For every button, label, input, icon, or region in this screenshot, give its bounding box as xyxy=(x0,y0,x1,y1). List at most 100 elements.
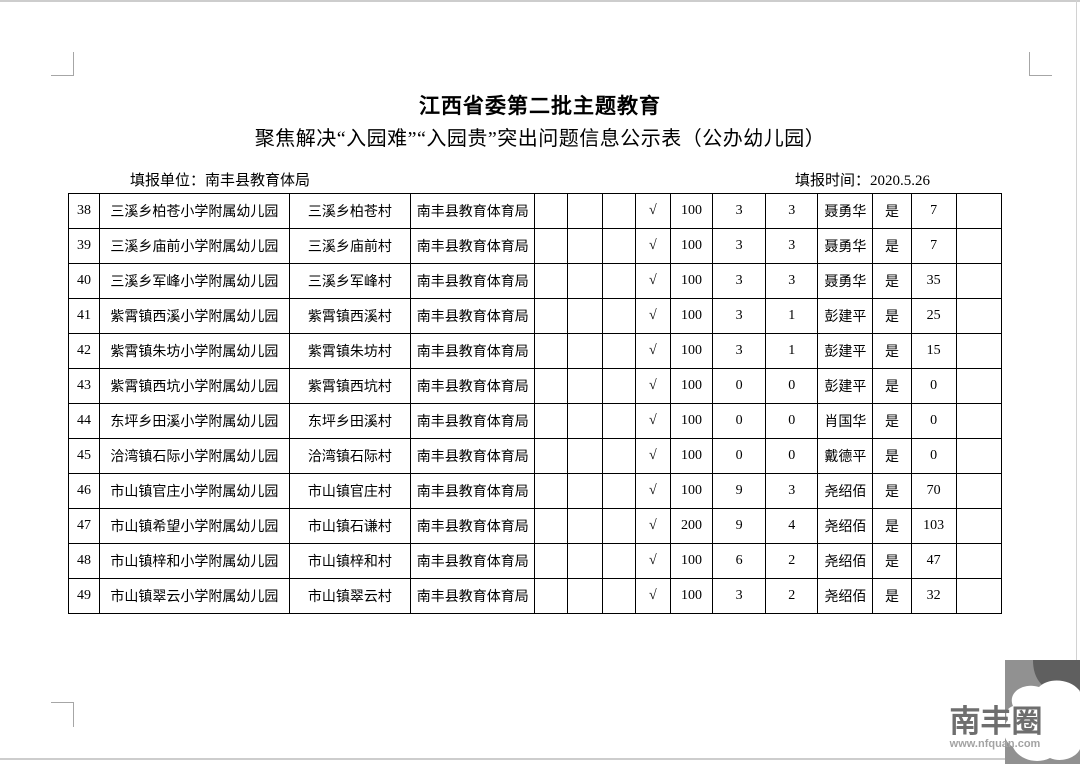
watermark-white-blob xyxy=(1003,680,1080,761)
cell-village: 市山镇梓和村 xyxy=(288,543,412,579)
cell-contact: 尧绍佰 xyxy=(817,543,874,579)
cell-empty xyxy=(955,298,1003,334)
cell-empty xyxy=(955,263,1003,299)
cell-children-count: 103 xyxy=(910,508,957,544)
cell-children-count: 35 xyxy=(910,263,957,299)
cell-empty xyxy=(601,298,636,334)
cell-empty xyxy=(534,298,568,334)
table-row: 40 三溪乡军峰小学附属幼儿园 三溪乡军峰村 南丰县教育体育局 √ 100 3 3 聂勇华是 35 xyxy=(67,263,1003,299)
cell-empty xyxy=(566,403,603,439)
cell-empty xyxy=(566,438,603,474)
cell-kindergarten-name: 市山镇希望小学附属幼儿园 xyxy=(99,508,290,544)
document-subtitle: 聚焦解决“入园难”“入园贵”突出问题信息公示表（公办幼儿园） xyxy=(254,128,826,150)
cell-empty xyxy=(534,368,568,404)
cell-village: 市山镇翠云村 xyxy=(288,578,412,614)
cell-empty xyxy=(534,508,568,544)
cell-empty xyxy=(534,193,568,229)
cell-row-number: 42 xyxy=(67,333,101,369)
cell-authority: 南丰县教育体育局 xyxy=(410,508,536,544)
cell-kindergarten-name: 紫霄镇西坑小学附属幼儿园 xyxy=(99,368,290,404)
cell-children-count: 0 xyxy=(910,403,957,439)
cell-is-public: 是 xyxy=(872,578,912,614)
cell-is-public: 是 xyxy=(872,543,912,579)
cell-authority: 南丰县教育体育局 xyxy=(410,473,536,509)
cell-row-number: 48 xyxy=(67,543,101,579)
cell-fee: 100 xyxy=(669,263,714,299)
cell-empty xyxy=(601,578,636,614)
cell-empty xyxy=(955,473,1003,509)
scrollbar-track[interactable] xyxy=(1076,0,1077,764)
cell-classes: 9 xyxy=(711,508,767,544)
margin-crop-mark-top-left xyxy=(51,52,74,76)
cell-empty xyxy=(955,403,1003,439)
margin-crop-mark-bottom-left xyxy=(51,702,74,727)
cell-classes: 3 xyxy=(711,193,767,229)
cell-empty xyxy=(955,508,1003,544)
cell-is-public: 是 xyxy=(872,193,912,229)
cell-contact: 彭建平 xyxy=(817,368,874,404)
cell-is-public: 是 xyxy=(872,228,912,264)
cell-classes: 3 xyxy=(711,263,767,299)
cell-classes: 6 xyxy=(711,543,767,579)
cell-empty xyxy=(534,333,568,369)
cell-village: 紫霄镇西溪村 xyxy=(288,298,412,334)
table-row: 44 东坪乡田溪小学附属幼儿园 东坪乡田溪村 南丰县教育体育局 √ 100 0 0 肖国华是 0 xyxy=(67,403,1003,439)
cell-empty xyxy=(955,543,1003,579)
cell-empty xyxy=(601,368,636,404)
cell-empty xyxy=(534,228,568,264)
cell-is-public: 是 xyxy=(872,508,912,544)
cell-is-public: 是 xyxy=(872,263,912,299)
cell-empty xyxy=(601,438,636,474)
cell-authority: 南丰县教育体育局 xyxy=(410,193,536,229)
cell-fee: 100 xyxy=(669,333,714,369)
cell-children-count: 0 xyxy=(910,368,957,404)
cell-empty xyxy=(566,578,603,614)
cell-authority: 南丰县教育体育局 xyxy=(410,263,536,299)
cell-empty xyxy=(955,193,1003,229)
cell-children-count: 0 xyxy=(910,438,957,474)
cell-empty xyxy=(566,193,603,229)
cell-children-count: 47 xyxy=(910,543,957,579)
cell-checkmark: √ xyxy=(634,263,671,299)
cell-empty xyxy=(534,403,568,439)
cell-empty xyxy=(955,438,1003,474)
cell-row-number: 46 xyxy=(67,473,101,509)
cell-checkmark: √ xyxy=(634,543,671,579)
cell-row-number: 47 xyxy=(67,508,101,544)
cell-contact: 尧绍佰 xyxy=(817,508,874,544)
watermark-logo: 南丰圈 www.nfquan.com xyxy=(949,660,1080,764)
table-row: 43 紫霄镇西坑小学附属幼儿园 紫霄镇西坑村 南丰县教育体育局 √ 100 0 0 彭建平是 0 xyxy=(67,368,1003,404)
cell-row-number: 39 xyxy=(67,228,101,264)
cell-contact: 彭建平 xyxy=(817,298,874,334)
cell-checkmark: √ xyxy=(634,368,671,404)
cell-row-number: 41 xyxy=(67,298,101,334)
cell-checkmark: √ xyxy=(634,193,671,229)
cell-contact: 聂勇华 xyxy=(817,193,874,229)
cell-village: 三溪乡庙前村 xyxy=(288,228,412,264)
cell-empty xyxy=(534,578,568,614)
cell-village: 市山镇官庄村 xyxy=(288,473,412,509)
cell-authority: 南丰县教育体育局 xyxy=(410,333,536,369)
cell-classes: 3 xyxy=(711,298,767,334)
cell-children-count: 7 xyxy=(910,228,957,264)
cell-empty xyxy=(566,298,603,334)
cell-teachers: 1 xyxy=(765,333,819,369)
cell-village: 市山镇石谦村 xyxy=(288,508,412,544)
cell-empty xyxy=(955,368,1003,404)
cell-authority: 南丰县教育体育局 xyxy=(410,543,536,579)
cell-empty xyxy=(955,578,1003,614)
cell-village: 三溪乡柏苍村 xyxy=(288,193,412,229)
cell-empty xyxy=(955,333,1003,369)
cell-fee: 100 xyxy=(669,578,714,614)
cell-empty xyxy=(534,438,568,474)
cell-village: 东坪乡田溪村 xyxy=(288,403,412,439)
cell-teachers: 0 xyxy=(765,368,819,404)
cell-checkmark: √ xyxy=(634,403,671,439)
cell-fee: 100 xyxy=(669,298,714,334)
table-row: 48 市山镇梓和小学附属幼儿园 市山镇梓和村 南丰县教育体育局 √ 100 6 2 尧绍佰是 47 xyxy=(67,543,1003,579)
cell-empty xyxy=(566,508,603,544)
cell-row-number: 49 xyxy=(67,578,101,614)
table-row: 39 三溪乡庙前小学附属幼儿园 三溪乡庙前村 南丰县教育体育局 √ 100 3 3 聂勇华是 7 xyxy=(67,228,1003,264)
cell-kindergarten-name: 紫霄镇朱坊小学附属幼儿园 xyxy=(99,333,290,369)
cell-empty xyxy=(601,543,636,579)
